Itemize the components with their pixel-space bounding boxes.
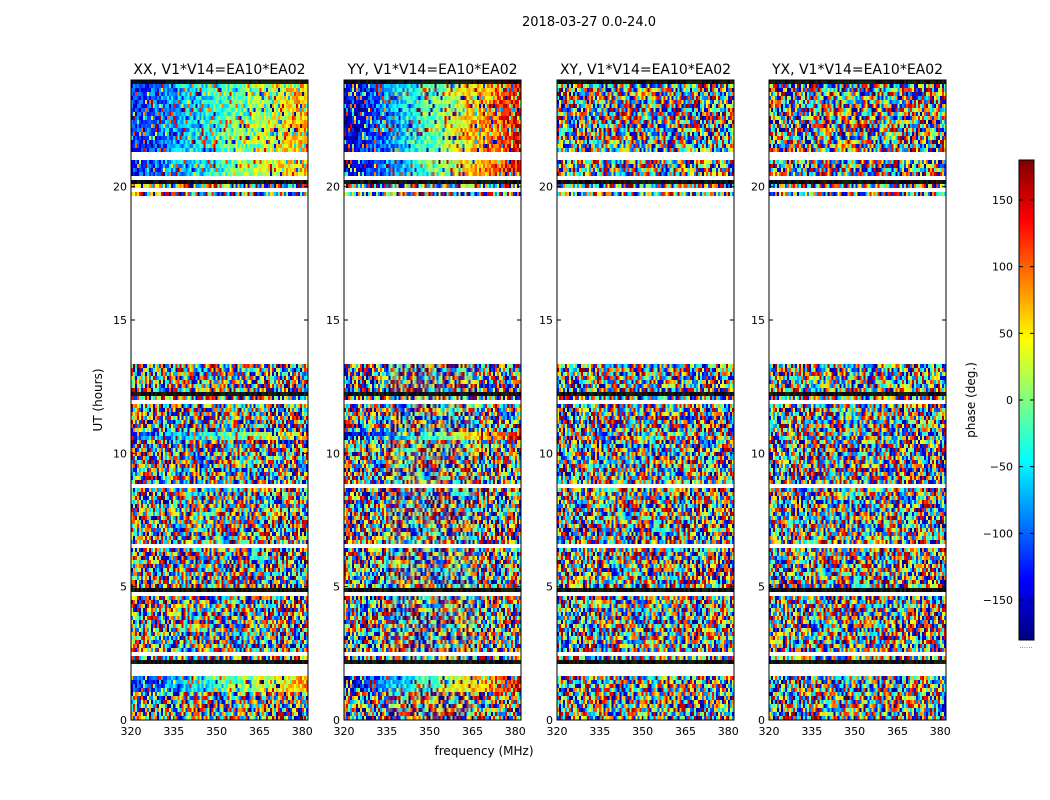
y-tick-label: 10	[326, 447, 340, 460]
x-tick-label: 365	[462, 725, 483, 738]
panel-frame	[130, 79, 309, 721]
y-tick-label: 0	[758, 714, 765, 727]
colorbar-tick-label: −150	[983, 594, 1013, 607]
x-tick-label: 350	[844, 725, 865, 738]
panel-frame	[768, 79, 947, 721]
colorbar-extension: ......	[1019, 642, 1032, 650]
x-tick-label: 365	[887, 725, 908, 738]
panel-title: XX, V1*V14=EA10*EA02	[133, 62, 305, 78]
y-tick-label: 10	[539, 447, 553, 460]
y-tick-label: 0	[546, 714, 553, 727]
colorbar-tick-label: 150	[992, 194, 1013, 207]
x-tick-label: 350	[206, 725, 227, 738]
y-tick-label: 5	[333, 581, 340, 594]
heatmap-image	[131, 80, 308, 720]
x-tick-label: 320	[121, 725, 142, 738]
panel-frame	[343, 79, 522, 721]
x-tick-label: 335	[163, 725, 184, 738]
panel-yx: YX, V1*V14=EA10*EA02 320 335 350 365 380 0 5 10 1…	[751, 62, 951, 738]
y-axis-label: UT (hours)	[91, 368, 105, 431]
y-tick-label: 20	[539, 181, 553, 194]
y-tick-label: 20	[326, 181, 340, 194]
y-tick-label: 10	[751, 447, 765, 460]
panel-title: YY, V1*V14=EA10*EA02	[346, 62, 517, 78]
x-tick-label: 335	[801, 725, 822, 738]
x-tick-label: 320	[334, 725, 355, 738]
x-tick-label: 380	[930, 725, 951, 738]
panel-title: XY, V1*V14=EA10*EA02	[560, 62, 731, 78]
colorbar-tick-label: 100	[992, 261, 1013, 274]
x-tick-label: 365	[249, 725, 270, 738]
y-tick-label: 0	[333, 714, 340, 727]
colorbar-tick-label: −50	[990, 461, 1013, 474]
x-tick-label: 335	[376, 725, 397, 738]
y-tick-label: 0	[120, 714, 127, 727]
colorbar-tick-label: 50	[999, 327, 1013, 340]
colorbar-ticks: −150 −100 −50 0 50 100 150	[983, 194, 1034, 607]
y-tick-label: 15	[113, 314, 127, 327]
x-tick-label: 350	[419, 725, 440, 738]
y-tick-label: 15	[751, 314, 765, 327]
heatmap-image	[769, 80, 946, 720]
x-tick-label: 380	[718, 725, 739, 738]
panel-xy: XY, V1*V14=EA10*EA02 320 335 350 365 380 0 5 10 1…	[539, 62, 739, 738]
x-tick-label: 320	[759, 725, 780, 738]
x-tick-label: 320	[547, 725, 568, 738]
x-tick-label: 380	[292, 725, 313, 738]
panel-yy: YY, V1*V14=EA10*EA02 320 335 350 365 380 0 5 10 1…	[326, 62, 526, 738]
x-tick-label: 365	[675, 725, 696, 738]
panel-title: YX, V1*V14=EA10*EA02	[771, 62, 943, 78]
colorbar-tick-label: 0	[1006, 394, 1013, 407]
x-tick-label: 350	[632, 725, 653, 738]
colorbar-label: phase (deg.)	[964, 362, 978, 438]
y-tick-label: 5	[758, 581, 765, 594]
heatmap-image	[557, 80, 734, 720]
panel-xx: XX, V1*V14=EA10*EA02 320 335 350 365 380 0 5 10 1…	[113, 62, 313, 738]
y-tick-label: 5	[546, 581, 553, 594]
panel-frame	[556, 79, 735, 721]
y-tick-label: 10	[113, 447, 127, 460]
y-tick-label: 15	[539, 314, 553, 327]
colorbar: −150 −100 −50 0 50 100 150 phase (deg.) ......	[964, 159, 1035, 650]
x-tick-label: 380	[505, 725, 526, 738]
y-tick-label: 15	[326, 314, 340, 327]
figure-title: 2018-03-27 0.0-24.0	[522, 15, 656, 30]
heatmap-image	[344, 80, 521, 720]
y-tick-label: 20	[751, 181, 765, 194]
x-tick-label: 335	[589, 725, 610, 738]
colorbar-tick-label: −100	[983, 527, 1013, 540]
x-axis-label: frequency (MHz)	[434, 744, 533, 758]
y-tick-label: 20	[113, 181, 127, 194]
y-tick-label: 5	[120, 581, 127, 594]
heatmap-panels: XX, V1*V14=EA10*EA02 320 335 350 365 380 0 5 10 1…	[113, 62, 951, 738]
